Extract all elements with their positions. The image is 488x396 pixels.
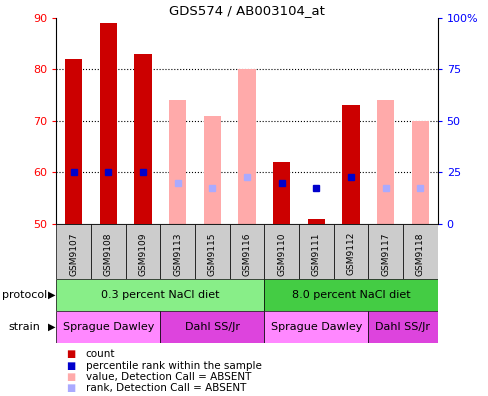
Text: GSM9116: GSM9116 (242, 232, 251, 276)
Text: ▶: ▶ (48, 322, 55, 332)
Bar (402, 224, 437, 279)
Bar (411, 121, 428, 224)
Text: ■: ■ (66, 349, 75, 360)
Bar (342, 105, 359, 224)
Bar (367, 224, 402, 279)
Bar (65, 59, 82, 224)
Title: GDS574 / AB003104_at: GDS574 / AB003104_at (169, 4, 324, 17)
Bar (376, 100, 393, 224)
Text: Sprague Dawley: Sprague Dawley (62, 322, 154, 332)
Text: GSM9108: GSM9108 (103, 232, 113, 276)
Bar (160, 311, 264, 343)
Bar (367, 311, 437, 343)
Text: Dahl SS/Jr: Dahl SS/Jr (184, 322, 239, 332)
Text: protocol: protocol (2, 290, 48, 300)
Text: ▶: ▶ (48, 290, 55, 300)
Text: GSM9107: GSM9107 (69, 232, 78, 276)
Text: GSM9110: GSM9110 (277, 232, 285, 276)
Text: 0.3 percent NaCl diet: 0.3 percent NaCl diet (101, 290, 219, 300)
Bar (229, 224, 264, 279)
Bar (125, 224, 160, 279)
Bar (203, 116, 221, 224)
Text: GSM9109: GSM9109 (138, 232, 147, 276)
Bar (333, 224, 367, 279)
Bar (298, 224, 333, 279)
Bar (56, 311, 160, 343)
Bar (168, 100, 186, 224)
Text: Sprague Dawley: Sprague Dawley (270, 322, 361, 332)
Bar (195, 224, 229, 279)
Bar (307, 219, 325, 224)
Bar (264, 311, 367, 343)
Bar (238, 69, 255, 224)
Bar (100, 23, 117, 224)
Text: GSM9115: GSM9115 (207, 232, 216, 276)
Text: percentile rank within the sample: percentile rank within the sample (85, 360, 261, 371)
Text: ■: ■ (66, 371, 75, 382)
Text: strain: strain (9, 322, 41, 332)
Text: GSM9112: GSM9112 (346, 232, 355, 276)
Bar (272, 162, 290, 224)
Text: GSM9118: GSM9118 (415, 232, 424, 276)
Bar (264, 279, 437, 311)
Bar (160, 224, 195, 279)
Text: 8.0 percent NaCl diet: 8.0 percent NaCl diet (291, 290, 409, 300)
Text: count: count (85, 349, 115, 360)
Text: GSM9117: GSM9117 (380, 232, 389, 276)
Text: rank, Detection Call = ABSENT: rank, Detection Call = ABSENT (85, 383, 245, 393)
Text: GSM9113: GSM9113 (173, 232, 182, 276)
Text: Dahl SS/Jr: Dahl SS/Jr (375, 322, 429, 332)
Text: value, Detection Call = ABSENT: value, Detection Call = ABSENT (85, 371, 250, 382)
Text: ■: ■ (66, 360, 75, 371)
Bar (56, 224, 91, 279)
Text: GSM9111: GSM9111 (311, 232, 320, 276)
Bar (91, 224, 125, 279)
Bar (56, 279, 264, 311)
Text: ■: ■ (66, 383, 75, 393)
Bar (264, 224, 298, 279)
Bar (134, 54, 151, 224)
